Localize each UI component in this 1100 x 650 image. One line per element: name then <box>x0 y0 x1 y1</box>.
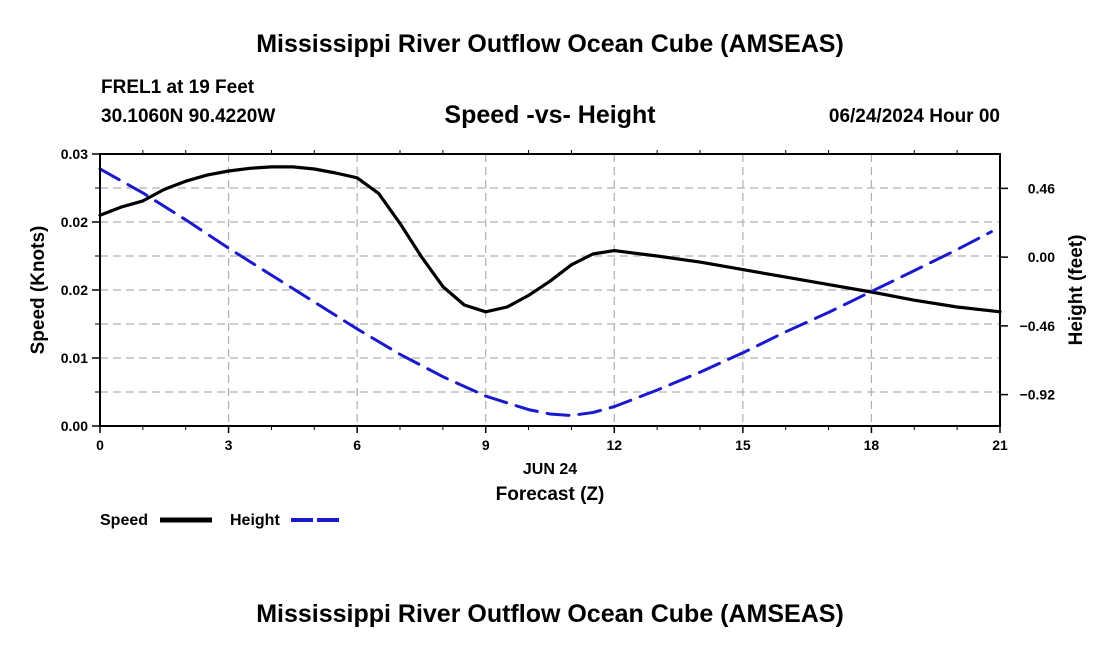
main-title: Mississippi River Outflow Ocean Cube (AM… <box>256 30 844 58</box>
y-axis-title: Speed (Knots) <box>28 226 49 355</box>
x-tick-label: 0 <box>96 437 104 453</box>
x-tick-label: 15 <box>735 437 751 453</box>
y2-axis-title: Height (feet) <box>1066 235 1087 346</box>
y-tick-label: 0.02 <box>61 282 88 298</box>
y-tick-label: 0.03 <box>61 146 88 162</box>
y2-tick-label: −0.46 <box>1020 318 1056 334</box>
station-label: FREL1 at 19 Feet <box>101 77 255 98</box>
plot-frame <box>99 153 1001 427</box>
x-axis-date-label: JUN 24 <box>523 461 577 478</box>
series-line-height <box>98 167 993 417</box>
footer-title: Mississippi River Outflow Ocean Cube (AM… <box>256 600 844 628</box>
x-tick-label: 12 <box>606 437 622 453</box>
y2-tick-label: 0.00 <box>1028 249 1055 265</box>
y-tick-label: 0.01 <box>61 350 88 366</box>
x-tick-label: 18 <box>864 437 880 453</box>
series <box>98 165 1002 417</box>
forecast-datetime: 06/24/2024 Hour 00 <box>828 106 1000 127</box>
y2-tick-label: −0.92 <box>1020 387 1056 403</box>
x-axis-title: Forecast (Z) <box>496 484 605 505</box>
legend: Speed Height <box>100 512 343 529</box>
x-tick-label: 3 <box>225 437 233 453</box>
y-tick-label: 0.02 <box>61 214 88 230</box>
station-coordinates: 30.1060N 90.4220W <box>101 106 276 127</box>
y2-tick-label: 0.46 <box>1028 180 1055 196</box>
legend-speed-label: Speed <box>100 512 148 529</box>
x-tick-label: 9 <box>482 437 490 453</box>
chart-subtitle: Speed -vs- Height <box>444 101 656 129</box>
series-line-speed <box>98 165 1002 314</box>
ticks: 0 3 6 9 12 15 18 21 0.00 0.01 0.02 0.02 0.03 0.46 0.00… <box>61 146 1055 453</box>
y-tick-label: 0.00 <box>61 418 88 434</box>
legend-height-label: Height <box>230 512 280 529</box>
x-tick-label: 21 <box>992 437 1008 453</box>
x-tick-label: 6 <box>353 437 361 453</box>
